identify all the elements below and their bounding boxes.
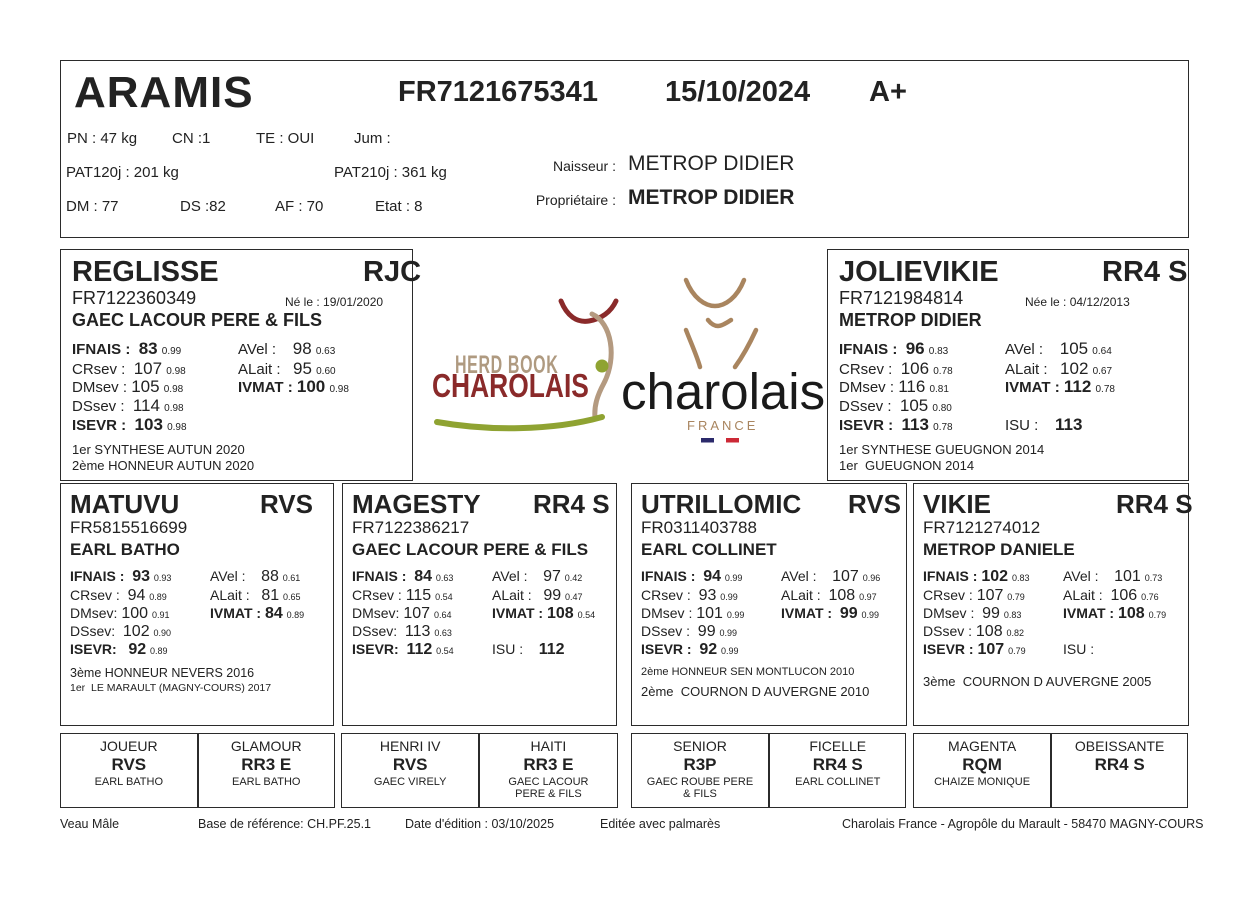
svg-text:FRANCE: FRANCE xyxy=(687,418,758,433)
svg-text:CHAROLAIS: CHAROLAIS xyxy=(432,368,589,404)
svg-text:charolais: charolais xyxy=(621,363,825,420)
